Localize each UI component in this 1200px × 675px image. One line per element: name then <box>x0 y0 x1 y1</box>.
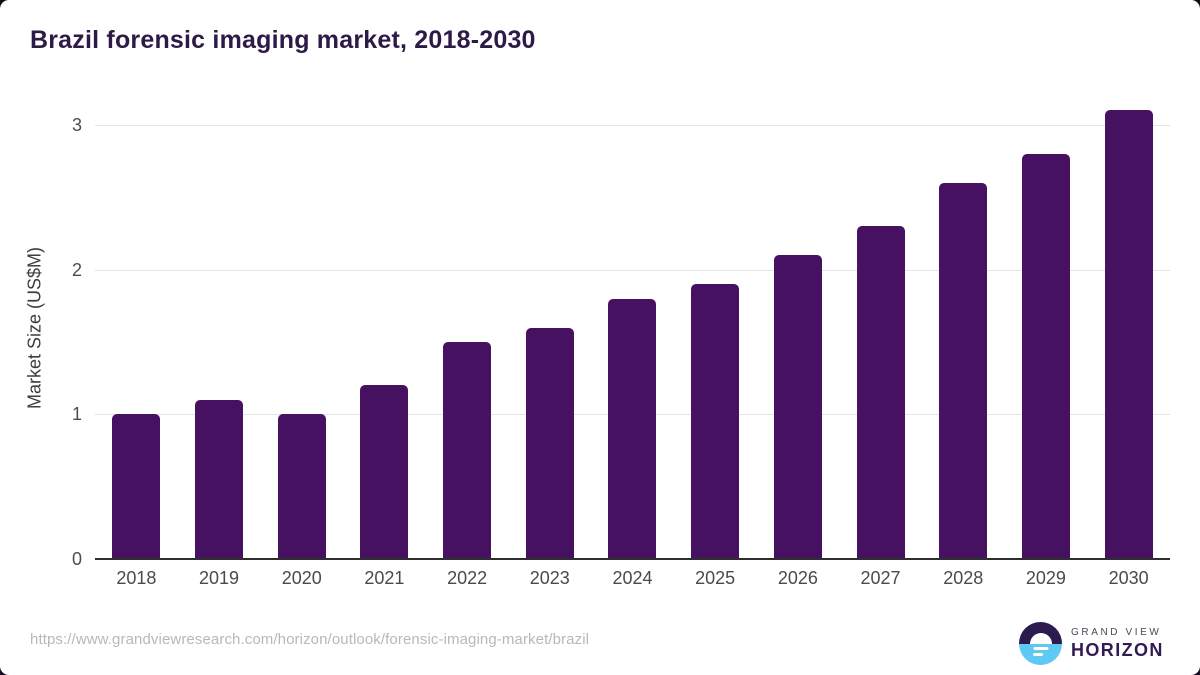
bar-2021[interactable] <box>360 385 409 559</box>
bar-slot-2024 <box>591 96 674 559</box>
x-tick-label-2019: 2019 <box>199 568 240 588</box>
x-axis-line <box>95 558 1170 560</box>
bar-2026[interactable] <box>773 255 822 559</box>
bar-slot-2029 <box>1005 96 1088 559</box>
chart-title: Brazil forensic imaging market, 2018-203… <box>30 26 536 54</box>
bar-2027[interactable] <box>856 226 905 559</box>
x-tick-label-2026: 2026 <box>777 568 818 588</box>
bar-2019[interactable] <box>195 399 244 559</box>
x-tick-label-2020: 2020 <box>281 568 322 588</box>
bar-slot-2020 <box>260 96 343 559</box>
x-tick-label-2025: 2025 <box>695 568 736 588</box>
bar-slot-2022 <box>426 96 509 559</box>
icon-sun-dome <box>1029 632 1052 644</box>
x-tick-label-2024: 2024 <box>612 568 653 588</box>
bar-2022[interactable] <box>443 341 492 559</box>
bar-2028[interactable] <box>939 182 988 559</box>
logo-grand-view-label: GRAND VIEW <box>1071 626 1162 638</box>
source-url: https://www.grandviewresearch.com/horizo… <box>30 631 590 648</box>
grand-view-horizon-logo: GRAND VIEW HORIZON <box>1019 622 1164 665</box>
bar-slot-2027 <box>839 96 922 559</box>
bars-container <box>95 96 1170 559</box>
x-tick-label-2030: 2030 <box>1108 568 1149 588</box>
plot-area <box>95 96 1170 560</box>
bar-2025[interactable] <box>691 284 740 559</box>
bar-2018[interactable] <box>112 414 161 559</box>
y-axis-ticks: 0 1 2 3 <box>0 96 82 568</box>
bar-2024[interactable] <box>608 298 657 559</box>
logo-text: GRAND VIEW HORIZON <box>1071 627 1164 661</box>
y-tick-label-2: 2 <box>71 259 82 280</box>
x-axis-ticks: 2018 2019 2020 2021 2022 2023 2024 2025 2026 2027… <box>95 568 1170 589</box>
x-tick-label-2027: 2027 <box>860 568 901 588</box>
x-tick-label-2021: 2021 <box>364 568 405 588</box>
bar-2020[interactable] <box>277 414 326 559</box>
logo-horizon-label: HORIZON <box>1071 639 1164 660</box>
icon-reflection-line <box>1033 653 1043 656</box>
x-tick-label-2023: 2023 <box>529 568 570 588</box>
icon-reflection-line <box>1033 647 1048 650</box>
x-tick-label-2022: 2022 <box>447 568 488 588</box>
x-tick-label-2028: 2028 <box>943 568 984 588</box>
bar-slot-2023 <box>508 96 591 559</box>
bar-slot-2026 <box>757 96 840 559</box>
gridline-y-2 <box>95 269 1170 271</box>
bar-2030[interactable] <box>1104 110 1153 559</box>
horizon-sun-icon <box>1019 622 1062 665</box>
gridline-y-3 <box>95 124 1170 126</box>
bar-slot-2028 <box>922 96 1005 559</box>
y-tick-label-1: 1 <box>71 404 82 425</box>
y-tick-label-0: 0 <box>71 549 82 569</box>
bar-slot-2021 <box>343 96 426 559</box>
y-tick-label-3: 3 <box>71 114 82 135</box>
bar-slot-2018 <box>95 96 178 559</box>
bar-slot-2025 <box>674 96 757 559</box>
bar-slot-2019 <box>178 96 261 559</box>
x-tick-label-2029: 2029 <box>1025 568 1066 588</box>
x-tick-label-2018: 2018 <box>116 568 157 588</box>
bar-2029[interactable] <box>1021 153 1070 559</box>
bar-slot-2030 <box>1087 96 1170 559</box>
bar-2023[interactable] <box>525 327 574 559</box>
